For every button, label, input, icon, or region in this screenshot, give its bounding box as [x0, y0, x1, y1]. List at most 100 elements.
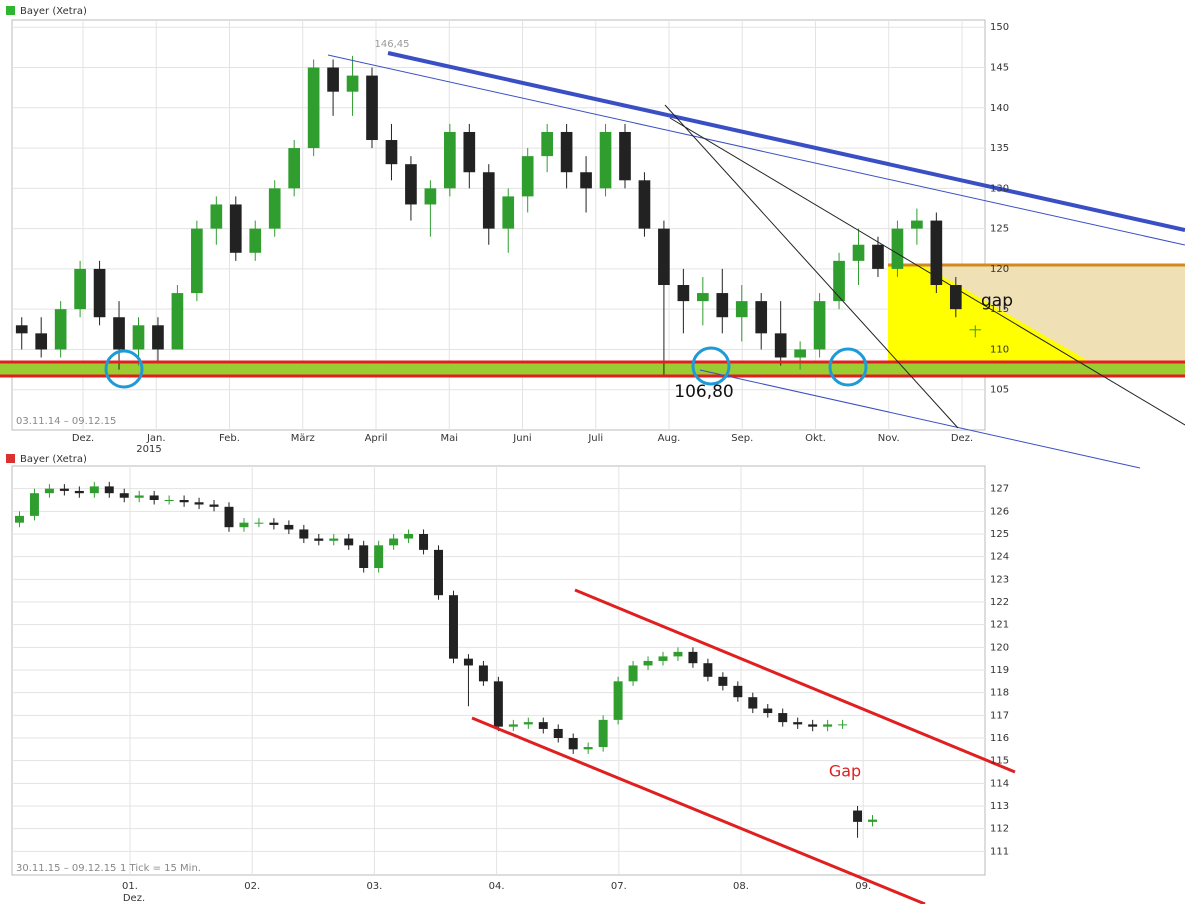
trend-line: [387, 51, 1185, 232]
y-tick-label: 110: [990, 344, 1009, 355]
candle-body: [716, 293, 729, 318]
candle-body: [493, 681, 503, 727]
y-tick-label: 121: [990, 620, 1009, 631]
y-tick-label: 105: [990, 385, 1009, 396]
y-tick-label: 112: [990, 824, 1009, 835]
candle-body: [463, 658, 473, 666]
candle-body: [891, 228, 904, 269]
y-tick-label: 120: [990, 264, 1009, 275]
candle-body: [134, 495, 144, 498]
candle-body: [179, 500, 189, 503]
candle-body: [538, 722, 548, 729]
trend-line: [699, 369, 1141, 469]
candle-body: [823, 724, 833, 727]
candle-body: [568, 738, 578, 750]
candle-body: [268, 188, 281, 229]
candle-body: [478, 665, 488, 682]
y-tick-label: 122: [990, 597, 1009, 608]
y-tick-label: 117: [990, 710, 1009, 721]
candle-body: [560, 131, 573, 173]
candle-body: [523, 722, 533, 725]
candle-body: [74, 490, 84, 494]
candle-body: [210, 204, 223, 229]
candle-body: [164, 500, 174, 501]
y-tick-label: 127: [990, 484, 1009, 495]
x-tick-label: 04.: [489, 881, 505, 892]
candle-body: [703, 663, 713, 677]
legend-swatch: [6, 6, 15, 15]
trend-line: [327, 54, 1185, 246]
candle-body: [249, 228, 262, 253]
candle-body: [688, 651, 698, 664]
candle-body: [580, 172, 592, 189]
candle-body: [619, 131, 631, 181]
candle-body: [658, 228, 670, 286]
candle-body: [239, 522, 249, 528]
annotation: Gap: [829, 762, 861, 781]
y-tick-label: 124: [990, 552, 1009, 563]
candle-body: [911, 220, 923, 229]
candle-body: [89, 486, 99, 494]
candle-body: [463, 131, 476, 173]
overlay: [0, 51, 1185, 906]
candle-body: [628, 665, 638, 682]
candle-body: [35, 333, 48, 350]
x-tick-label: Nov.: [878, 433, 900, 444]
y-tick-label: 115: [990, 756, 1009, 767]
candle-body: [15, 325, 28, 334]
candle-body: [643, 660, 653, 666]
x-tick-label: Feb.: [219, 433, 240, 444]
candle-body: [434, 549, 444, 596]
candle-body: [329, 538, 339, 541]
candle-body: [104, 486, 114, 494]
candle-body: [448, 595, 458, 659]
date-range: 03.11.14 – 09.12.15: [16, 416, 116, 427]
y-tick-label: 118: [990, 688, 1009, 699]
x-tick-label: Aug.: [658, 433, 681, 444]
candle-body: [658, 656, 668, 661]
y-tick-label: 116: [990, 733, 1009, 744]
x-tick-label: Mai: [440, 433, 458, 444]
candle-body: [930, 220, 943, 286]
candle-body: [419, 534, 429, 550]
y-tick-label: 120: [990, 642, 1009, 653]
x-tick-label: Dez.: [72, 433, 94, 444]
y-tick-label: 125: [990, 224, 1009, 235]
candle-body: [444, 131, 456, 189]
candle-body: [502, 196, 515, 229]
candle-body: [853, 810, 863, 822]
tick-info: 1 Tick = 15 Min.: [120, 863, 201, 874]
candle-body: [613, 681, 623, 720]
candle-body: [677, 285, 690, 302]
highlight-circle: [691, 346, 731, 386]
x-tick-label: Okt.: [805, 433, 826, 444]
x-tick-label: Jan.: [146, 433, 166, 444]
candle-body: [44, 488, 54, 494]
candle-body: [838, 724, 848, 726]
y-tick-label: 111: [990, 846, 1009, 857]
candle-body: [54, 309, 67, 350]
candle-body: [74, 268, 86, 310]
x-tick-label: 07.: [611, 881, 627, 892]
candle-body: [194, 502, 204, 505]
candle-body: [508, 724, 518, 727]
candle-body: [224, 506, 234, 528]
x-tick-label: März: [291, 433, 315, 444]
y-tick-label: 135: [990, 143, 1009, 154]
x-tick-label: Sep.: [731, 433, 753, 444]
candle-body: [327, 67, 339, 92]
month-label: Dez.: [123, 893, 145, 904]
x-tick-label: 03.: [366, 881, 382, 892]
candle-body: [284, 524, 294, 530]
x-tick-label: Juli: [587, 433, 603, 444]
candle-body: [813, 301, 826, 350]
candle-body: [598, 719, 608, 748]
annotation: 106,80: [674, 382, 733, 402]
annotation: 146,45: [375, 39, 410, 50]
candle-body: [29, 493, 39, 516]
candle-body: [868, 819, 878, 822]
candle-body: [794, 349, 806, 358]
y-tick-label: 140: [990, 103, 1009, 114]
x-tick-label: April: [365, 433, 388, 444]
candle-body: [366, 75, 378, 141]
